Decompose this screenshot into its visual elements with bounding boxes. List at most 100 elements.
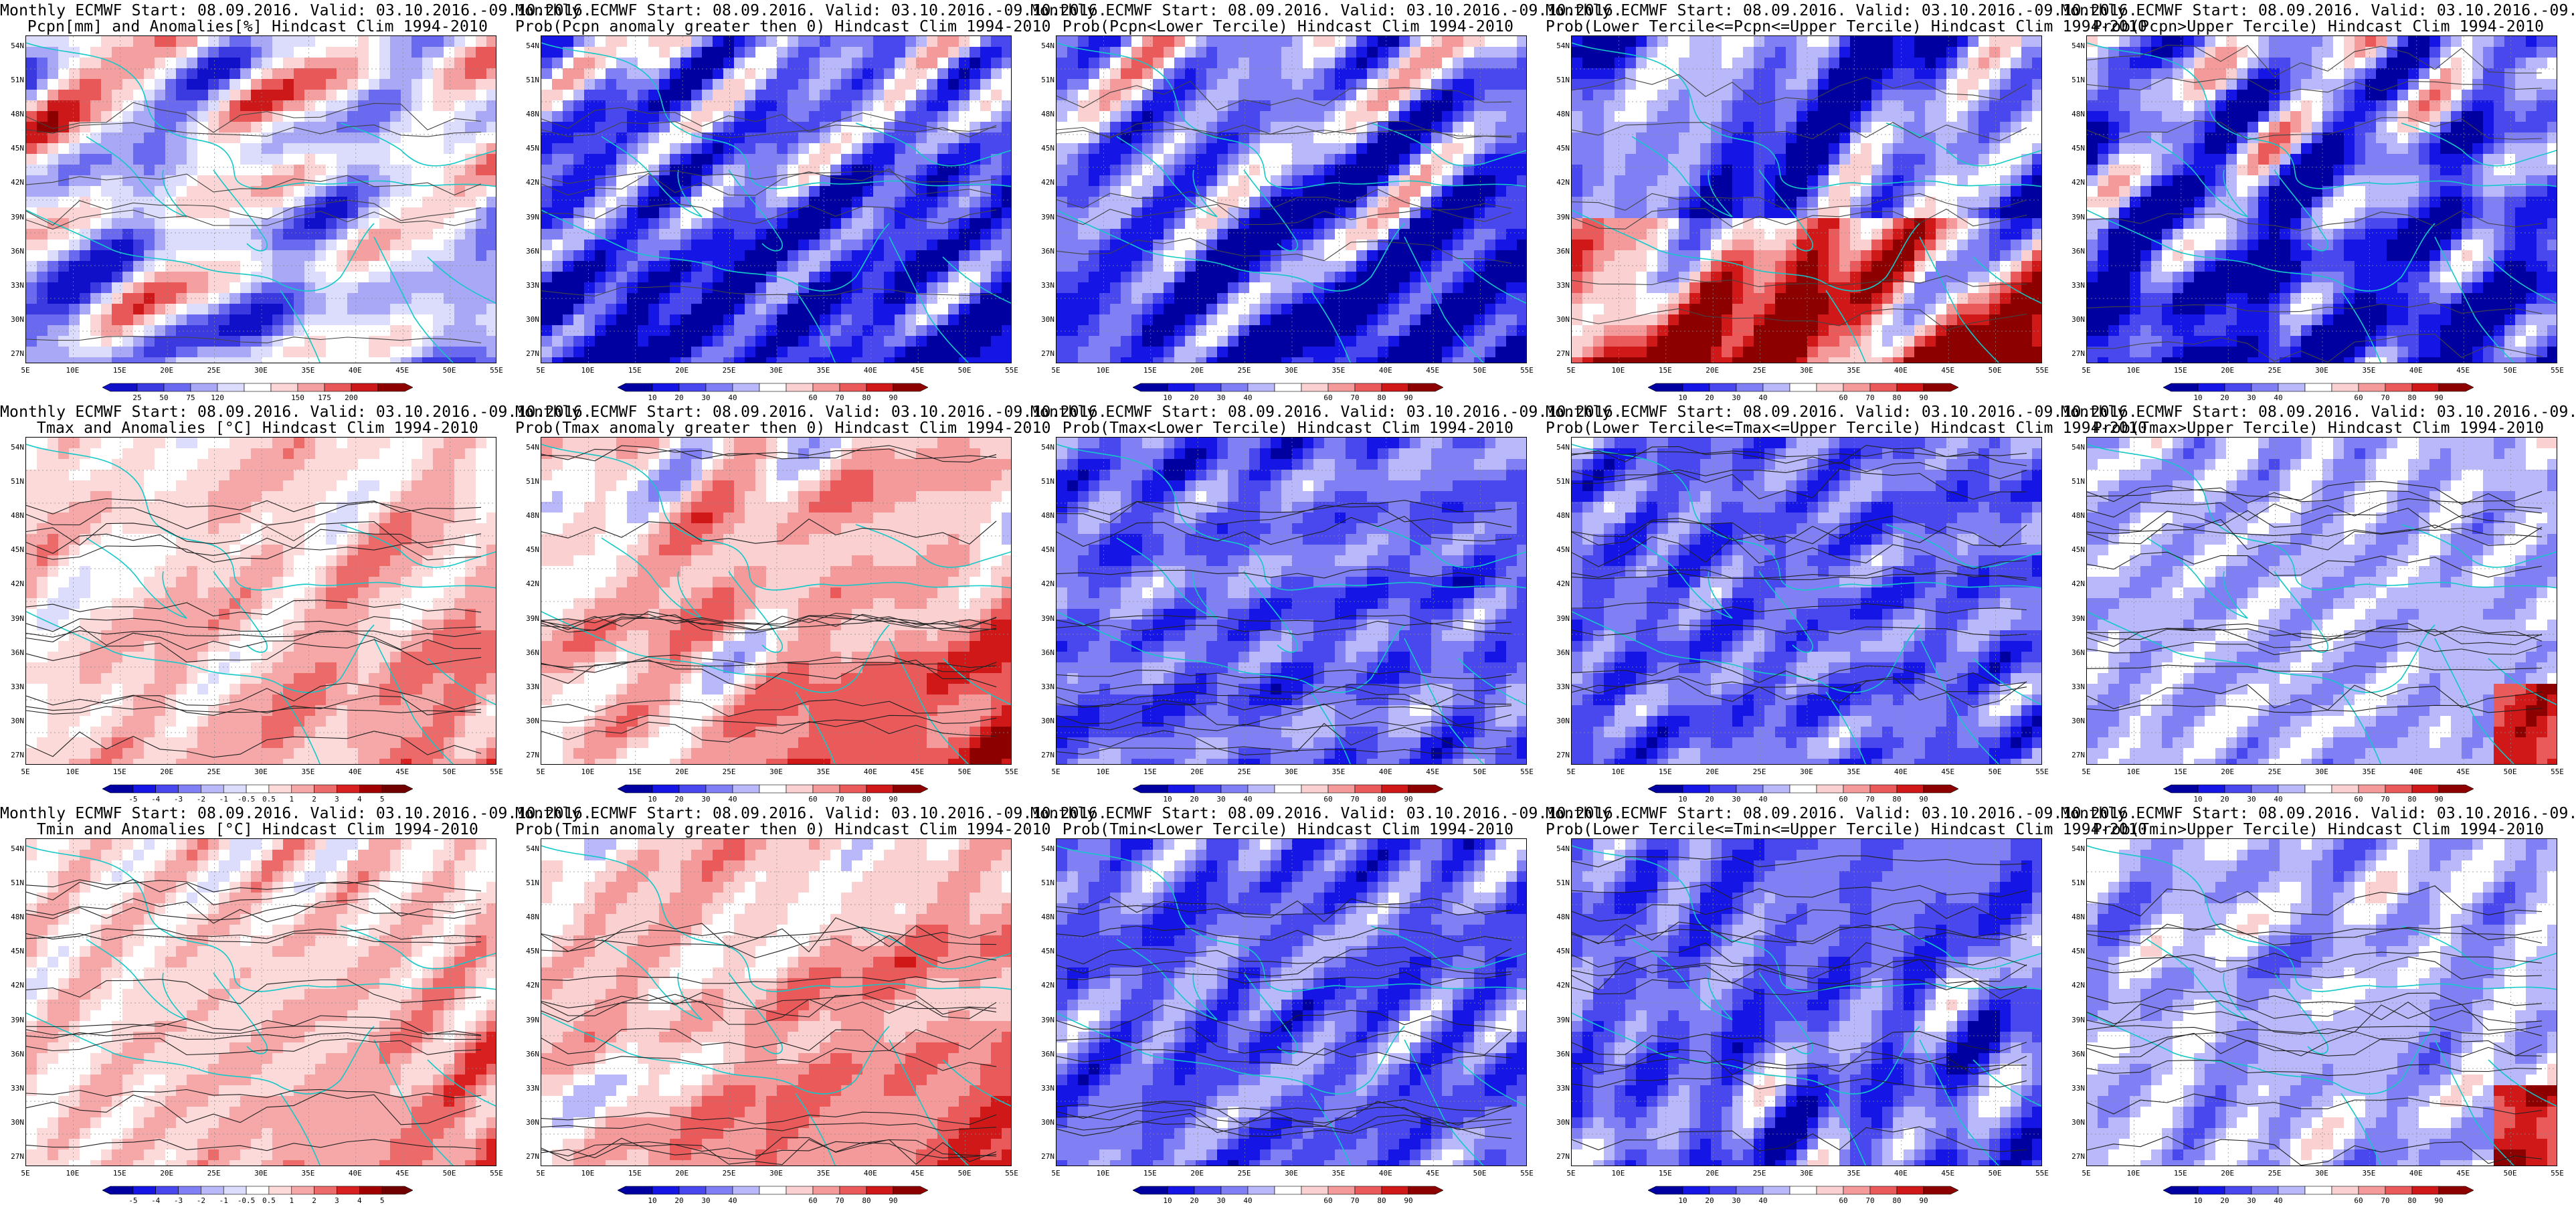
lon-label: 30E (1800, 767, 1813, 776)
map-plot (2086, 437, 2557, 765)
lat-label: 51N (5, 878, 24, 887)
colorbar-label: 90 (1919, 1196, 1928, 1205)
colorbar-label: -5 (128, 1196, 137, 1205)
colorbar (1133, 1186, 1443, 1195)
panel-title-line2: Tmin and Anomalies [°C] Hindcast Clim 19… (0, 822, 515, 838)
lat-label: 45N (5, 144, 24, 153)
colorbar-swatch (706, 785, 733, 793)
map-panel-tmax-upper: Monthly ECMWF Start: 08.09.2016. Valid: … (2061, 401, 2576, 803)
colorbar-label: -4 (151, 1196, 160, 1205)
lat-label: 48N (5, 913, 24, 921)
colorbar (2163, 784, 2474, 794)
lat-label: 54N (5, 443, 24, 452)
colorbar (618, 383, 928, 392)
map-plot (1056, 437, 1527, 765)
colorbar-swatch (1194, 1186, 1221, 1194)
panel-title-line1: Monthly ECMWF Start: 08.09.2016. Valid: … (2061, 404, 2576, 420)
colorbar-swatch (179, 785, 201, 793)
lat-label: 39N (5, 614, 24, 623)
colorbar-swatch (1328, 1186, 1355, 1194)
lon-label: 45E (1941, 366, 1954, 375)
colorbar-swatch (1382, 1186, 1408, 1194)
colorbar-swatch (382, 1186, 413, 1194)
lat-label: 48N (521, 511, 539, 520)
colorbar-swatch (2198, 785, 2225, 793)
colorbar (1133, 383, 1443, 392)
lon-label: 30E (769, 366, 783, 375)
panel-title-line1: Monthly ECMWF Start: 08.09.2016. Valid: … (2061, 3, 2576, 19)
colorbar-swatch (292, 785, 314, 793)
lat-label: 54N (1036, 844, 1054, 853)
colorbar-label: 80 (1892, 1196, 1901, 1205)
lat-label: 33N (2066, 682, 2085, 691)
lat-label: 54N (521, 443, 539, 452)
map-plot (541, 838, 1012, 1166)
colorbar-swatch (269, 1186, 292, 1194)
lat-label: 48N (5, 110, 24, 118)
lat-label: 33N (1551, 281, 1570, 290)
lat-label: 54N (5, 844, 24, 853)
colorbar-swatch (1221, 1186, 1248, 1194)
panel-title-line2: Pcpn[mm] and Anomalies[%] Hindcast Clim … (0, 19, 515, 35)
lon-label: 55E (1005, 767, 1018, 776)
colorbar-swatch (133, 785, 156, 793)
lat-label: 33N (2066, 1084, 2085, 1093)
lon-label: 25E (1753, 366, 1766, 375)
lon-label: 50E (2504, 1169, 2517, 1178)
colorbar-swatch (1408, 785, 1443, 793)
colorbar-swatch (679, 383, 706, 391)
colorbar-swatch (2439, 383, 2474, 391)
lat-label: 54N (521, 41, 539, 50)
map-svg (2087, 839, 2557, 1166)
lon-label: 15E (113, 366, 126, 375)
map-svg (1572, 839, 2042, 1166)
lat-label: 45N (521, 144, 539, 153)
colorbar-swatch (786, 1186, 813, 1194)
lon-label: 55E (1005, 366, 1018, 375)
lon-label: 40E (864, 767, 877, 776)
colorbar-swatch (314, 1186, 337, 1194)
lon-label: 15E (628, 1169, 642, 1178)
colorbar-swatch (2225, 785, 2251, 793)
lat-label: 42N (1036, 178, 1054, 187)
map-plot (1056, 838, 1527, 1166)
lat-label: 39N (521, 1016, 539, 1024)
lat-label: 51N (5, 477, 24, 486)
map-panel-pcpn-mid: Monthly ECMWF Start: 08.09.2016. Valid: … (1546, 0, 2061, 401)
lon-label: 40E (349, 767, 362, 776)
lon-label: 10E (66, 1169, 79, 1178)
lon-label: 50E (443, 366, 456, 375)
lon-label: 5E (1566, 1169, 1575, 1178)
colorbar-swatch (325, 383, 351, 391)
lon-label: 30E (2315, 366, 2328, 375)
colorbar-swatch (1710, 785, 1736, 793)
colorbar-swatch (1133, 383, 1168, 391)
colorbar-swatch (1897, 383, 1924, 391)
colorbar-swatch (866, 383, 893, 391)
lon-label: 55E (1520, 767, 1534, 776)
colorbar-swatch (217, 383, 244, 391)
lon-label: 35E (1847, 767, 1860, 776)
lon-label: 20E (1706, 767, 1719, 776)
lon-label: 20E (675, 366, 688, 375)
colorbar-swatch (314, 785, 337, 793)
colorbar-swatch (1843, 1186, 1870, 1194)
map-plot (541, 437, 1012, 765)
lon-label: 25E (1238, 1169, 1251, 1178)
lat-label: 27N (5, 349, 24, 358)
map-svg (541, 438, 1012, 765)
colorbar-swatch (786, 785, 813, 793)
colorbar-swatch (1648, 785, 1683, 793)
colorbar-label: 80 (862, 1196, 870, 1205)
lat-label: 48N (2066, 913, 2085, 921)
colorbar (102, 784, 413, 794)
colorbar-swatch (813, 383, 840, 391)
lat-label: 45N (2066, 144, 2085, 153)
panel-title-line1: Monthly ECMWF Start: 08.09.2016. Valid: … (1546, 3, 2061, 19)
lon-label: 15E (2174, 1169, 2187, 1178)
lon-label: 20E (1190, 1169, 1204, 1178)
lat-label: 33N (5, 682, 24, 691)
colorbar-swatch (359, 1186, 382, 1194)
lat-label: 39N (1036, 213, 1054, 221)
colorbar-swatch (137, 383, 164, 391)
